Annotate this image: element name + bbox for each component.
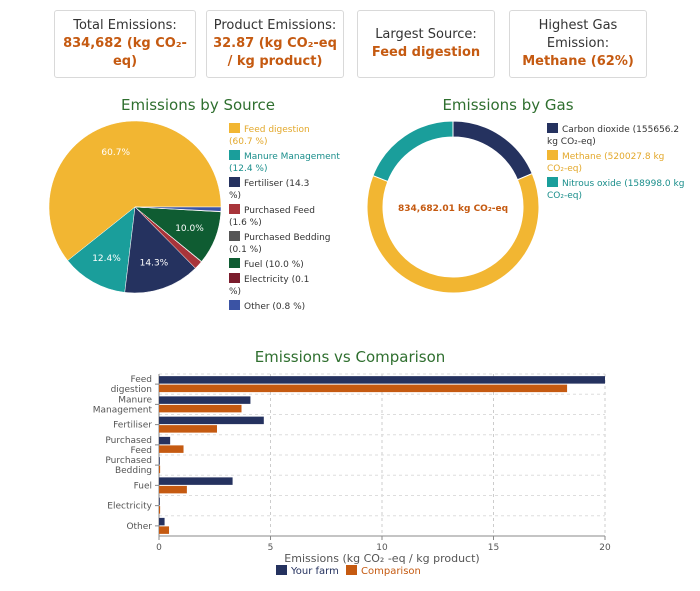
x-tick-label: 0 bbox=[156, 543, 162, 553]
legend-entry: Nitrous oxide (158998.0 kg CO₂-eq) bbox=[547, 179, 684, 201]
pie-slice-label: 10.0% bbox=[175, 224, 204, 234]
x-tick-label: 20 bbox=[599, 543, 611, 553]
comparison-x-axis-label: Emissions (kg CO₂ -eq / kg product) bbox=[284, 552, 479, 565]
legend-entry: Comparison bbox=[361, 566, 421, 577]
card-label: Total Emissions: bbox=[73, 18, 177, 33]
bar bbox=[159, 384, 568, 393]
legend-entry: Other (0.8 %) bbox=[244, 302, 305, 312]
card-total-emissions: Total Emissions: 834,682 (kg CO₂-eq) bbox=[54, 10, 196, 78]
y-tick-label: Feed digestion bbox=[111, 375, 152, 395]
bar bbox=[159, 497, 160, 506]
legend-swatch bbox=[229, 231, 240, 241]
legend-swatch bbox=[547, 150, 558, 160]
legend-swatch bbox=[229, 177, 240, 187]
comparison-chart-title: Emissions vs Comparison bbox=[255, 348, 446, 366]
bar bbox=[159, 396, 251, 404]
card-value: 834,682 (kg CO₂-eq) bbox=[63, 36, 187, 69]
bar bbox=[159, 465, 161, 474]
legend-entry: Fertiliser (14.3%) bbox=[229, 179, 309, 201]
donut-slice bbox=[372, 120, 454, 183]
source-pie: 60.7% 12.4% 14.3% 10.0% bbox=[48, 120, 222, 294]
donut-slice bbox=[452, 120, 533, 181]
bar bbox=[159, 404, 242, 413]
card-label: Highest Gas Emission: bbox=[538, 18, 618, 51]
bar bbox=[159, 477, 233, 485]
card-value: Methane (62%) bbox=[522, 54, 634, 69]
pie-slice bbox=[124, 206, 196, 294]
gas-donut bbox=[366, 120, 540, 294]
legend-swatch bbox=[229, 258, 240, 268]
gas-donut-center-label: 834,682.01 kg CO₂-eq bbox=[398, 204, 508, 214]
x-tick-label: 10 bbox=[376, 543, 388, 553]
legend-swatch bbox=[229, 150, 240, 160]
bar bbox=[159, 526, 170, 534]
bar bbox=[159, 506, 161, 514]
source-legend: Feed digestion (60.7 %) Manure Management(… bbox=[229, 123, 340, 312]
legend-entry: Purchased Feed (1.6 %) bbox=[229, 206, 315, 228]
pie-slice-label: 14.3% bbox=[140, 258, 169, 268]
pie-slice bbox=[67, 206, 136, 293]
x-tick-label: 5 bbox=[268, 543, 274, 553]
bar bbox=[159, 425, 217, 433]
card-largest-source: Largest Source: Feed digestion bbox=[357, 10, 495, 78]
y-tick-label: Other bbox=[126, 522, 152, 532]
legend-entry: Feed digestion (60.7 %) bbox=[229, 125, 310, 147]
y-tick-label: Fuel bbox=[134, 481, 152, 491]
legend-swatch bbox=[229, 204, 240, 214]
legend-entry: Your farm bbox=[290, 566, 339, 577]
bar bbox=[159, 416, 264, 425]
legend-swatch bbox=[547, 177, 558, 187]
pie-slice bbox=[48, 120, 222, 261]
legend-entry: Electricity (0.1%) bbox=[229, 275, 309, 297]
legend-swatch bbox=[276, 565, 287, 575]
legend-swatch bbox=[229, 300, 240, 310]
y-tick-label: Fertiliser bbox=[113, 421, 152, 431]
legend-entry: Carbon dioxide (155656.2 kg CO₂-eq) bbox=[547, 125, 679, 147]
y-tick-label: Manure Management bbox=[93, 395, 153, 415]
card-highest-gas: Highest Gas Emission: Methane (62%) bbox=[509, 10, 647, 78]
pie-slice bbox=[134, 206, 222, 212]
y-tick-label: Purchased Bedding bbox=[105, 456, 152, 476]
pie-slice-label: 12.4% bbox=[92, 254, 121, 264]
bar bbox=[159, 376, 605, 384]
card-label: Product Emissions: bbox=[213, 18, 337, 33]
card-label: Largest Source: bbox=[375, 27, 477, 42]
comparison-legend: Your farm Comparison bbox=[276, 565, 421, 577]
legend-entry: Fuel (10.0 %) bbox=[244, 260, 304, 270]
bar bbox=[159, 445, 184, 453]
legend-swatch bbox=[229, 123, 240, 133]
y-tick-label: Purchased Feed bbox=[105, 436, 152, 456]
legend-swatch bbox=[547, 123, 558, 133]
x-tick-label: 15 bbox=[488, 543, 499, 553]
pie-slice-label: 60.7% bbox=[101, 148, 130, 158]
gas-chart-title: Emissions by Gas bbox=[442, 96, 573, 114]
card-value: 32.87 (kg CO₂-eq / kg product) bbox=[213, 36, 337, 69]
bar bbox=[159, 517, 165, 526]
bar bbox=[159, 485, 187, 494]
gas-legend: Carbon dioxide (155656.2 kg CO₂-eq) Methan… bbox=[547, 123, 684, 201]
card-product-emissions: Product Emissions: 32.87 (kg CO₂-eq / kg… bbox=[206, 10, 344, 78]
bar bbox=[159, 436, 171, 445]
donut-slice bbox=[366, 172, 540, 294]
source-chart-title: Emissions by Source bbox=[121, 96, 275, 114]
legend-swatch bbox=[229, 273, 240, 283]
legend-swatch bbox=[346, 565, 357, 575]
y-tick-label: Electricity bbox=[107, 502, 152, 512]
legend-entry: Methane (520027.8 kg CO₂-eq) bbox=[547, 152, 664, 174]
card-value: Feed digestion bbox=[371, 45, 481, 60]
legend-entry: Manure Management (12.4 %) bbox=[229, 152, 340, 174]
bar bbox=[159, 457, 160, 465]
legend-entry: Purchased Bedding (0.1 %) bbox=[229, 233, 331, 255]
